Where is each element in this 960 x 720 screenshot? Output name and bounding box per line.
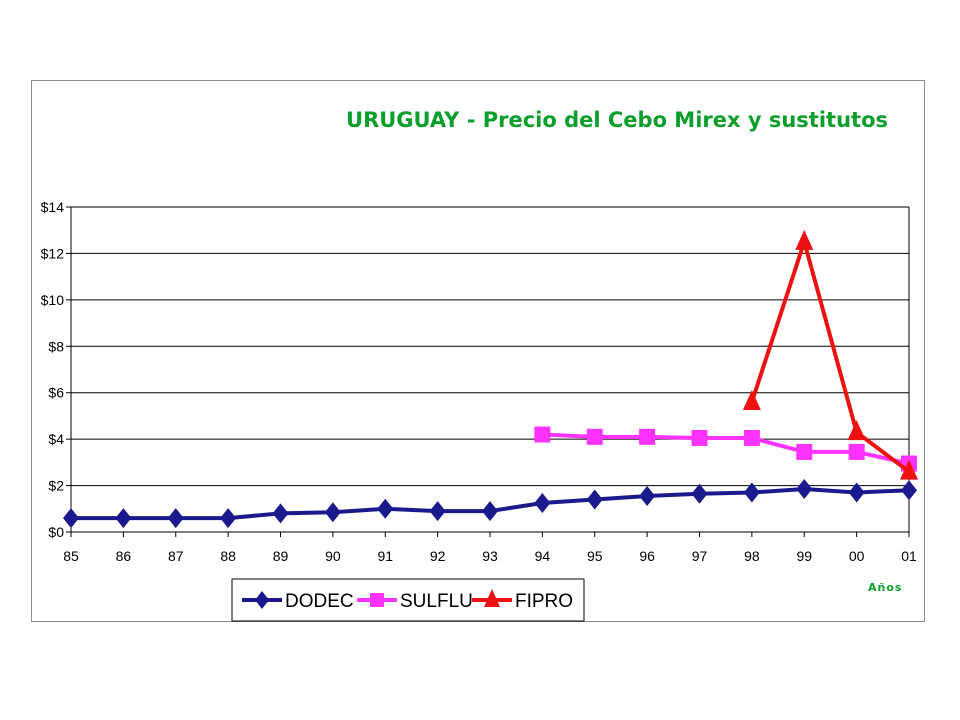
data-point (377, 498, 394, 519)
data-point (586, 428, 603, 445)
x-tick-label: 92 (430, 548, 446, 564)
x-tick-label: 97 (692, 548, 708, 564)
data-point (167, 508, 184, 529)
data-point (639, 428, 656, 445)
data-point (796, 479, 813, 500)
series-fipro (742, 229, 918, 480)
series-sulflu (534, 426, 917, 472)
x-tick-label: 87 (168, 548, 184, 564)
y-tick-label: $12 (41, 245, 65, 261)
y-axis: $0 $2 $4 $6 $8 $10 $12 $14 (41, 199, 71, 540)
legend-item-fipro: FIPRO (472, 589, 573, 612)
data-point (847, 420, 866, 441)
data-point (900, 459, 918, 480)
data-point (586, 489, 603, 510)
x-tick-label: 93 (482, 548, 498, 564)
data-point (534, 492, 551, 513)
data-point (255, 591, 269, 609)
data-point (848, 482, 865, 503)
x-tick-label: 96 (639, 548, 655, 564)
data-point (370, 593, 384, 607)
legend-label: DODEC (285, 591, 354, 612)
x-tick-label: 00 (849, 548, 865, 564)
series-line (749, 234, 911, 474)
x-axis-label: Años (868, 581, 902, 594)
data-point (63, 508, 79, 529)
y-tick-label: $4 (48, 431, 64, 447)
legend: DODEC SULFLU FIPRO (231, 578, 585, 622)
series-line (542, 432, 910, 466)
x-tick-label: 99 (796, 548, 812, 564)
data-point (324, 502, 341, 523)
data-point (272, 503, 289, 524)
data-point (220, 508, 237, 529)
x-tick-label: 86 (116, 548, 132, 564)
x-tick-label: 94 (535, 548, 551, 564)
legend-item-sulflu: SULFLU (357, 591, 473, 612)
data-point (901, 480, 917, 501)
grid (70, 206, 910, 533)
y-tick-label: $10 (41, 292, 65, 308)
x-axis: 85 86 87 88 89 90 91 92 93 94 95 96 97 98 99 00 01 (63, 532, 917, 564)
legend-label: SULFLU (400, 591, 473, 612)
x-tick-label: 85 (63, 548, 79, 564)
legend-label: FIPRO (515, 591, 573, 612)
x-tick-label: 90 (325, 548, 341, 564)
x-tick-label: 01 (901, 548, 917, 564)
data-point (482, 501, 498, 522)
chart: URUGUAY - Precio del Cebo Mirex y sustit… (41, 108, 918, 622)
data-point (691, 483, 708, 504)
data-point (743, 482, 760, 503)
legend-item-dodec: DODEC (242, 591, 354, 612)
series-dodec (63, 479, 917, 529)
data-point (429, 501, 446, 522)
y-tick-label: $2 (48, 478, 64, 494)
data-point (743, 429, 760, 446)
x-tick-label: 88 (220, 548, 236, 564)
y-tick-label: $6 (48, 385, 64, 401)
data-point (848, 443, 865, 460)
data-point (742, 390, 761, 410)
x-tick-label: 89 (273, 548, 289, 564)
data-point (639, 486, 656, 507)
data-point (534, 426, 551, 443)
data-point (691, 429, 708, 446)
plot-area (63, 229, 918, 529)
data-point (795, 229, 814, 250)
chart-frame: URUGUAY - Precio del Cebo Mirex y sustit… (31, 80, 925, 622)
y-tick-label: $0 (48, 524, 64, 540)
data-point (796, 443, 813, 460)
x-tick-label: 98 (744, 548, 760, 564)
legend-box (231, 578, 585, 622)
x-tick-label: 91 (377, 548, 393, 564)
y-tick-label: $8 (48, 338, 64, 354)
data-point (115, 508, 132, 529)
x-tick-label: 95 (587, 548, 603, 564)
data-point (484, 589, 500, 607)
chart-title: URUGUAY - Precio del Cebo Mirex y sustit… (346, 108, 888, 132)
y-tick-label: $14 (41, 199, 65, 215)
